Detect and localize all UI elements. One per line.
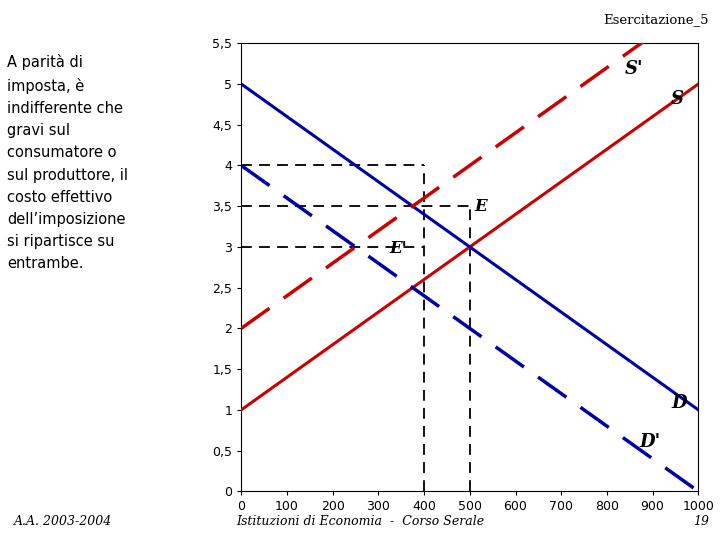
Text: Istituzioni di Economia  -  Corso Serale: Istituzioni di Economia - Corso Serale (236, 515, 484, 528)
Text: A.A. 2003-2004: A.A. 2003-2004 (14, 515, 112, 528)
Text: Esercitazione_5: Esercitazione_5 (603, 14, 709, 26)
Text: 19: 19 (693, 515, 709, 528)
Text: S': S' (625, 60, 644, 78)
Text: D': D' (639, 433, 660, 450)
Text: E': E' (390, 240, 408, 256)
Text: S: S (671, 90, 684, 109)
Text: E: E (474, 198, 487, 215)
Text: A parità di
imposta, è
indifferente che
gravi sul
consumatore o
sul produttore, : A parità di imposta, è indifferente che … (7, 54, 128, 272)
Text: D: D (671, 394, 687, 412)
